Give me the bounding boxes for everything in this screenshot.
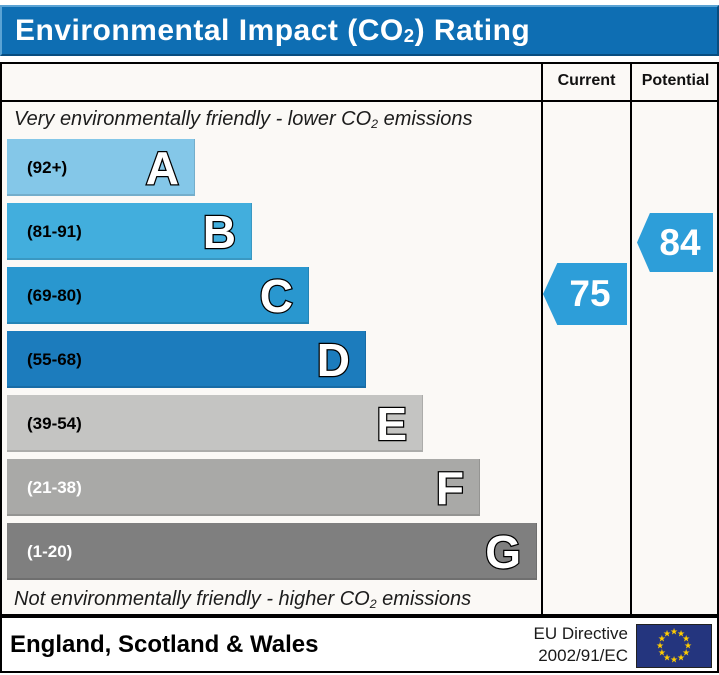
eu-flag-icon: ★ ★ ★ ★ ★ ★ ★ ★ ★ ★ ★ ★	[636, 624, 712, 668]
band-e-letter: E	[375, 397, 408, 450]
band-b-range: (81-91)	[27, 221, 82, 241]
current-rating-tag: 75	[543, 263, 627, 325]
bottom-note: Not environmentally friendly - higher CO…	[14, 588, 529, 611]
bottom-note-subscript: 2	[369, 597, 377, 612]
bottom-note-text: Not environmentally friendly - higher CO	[14, 588, 370, 610]
title-text-end: ) Rating	[414, 13, 531, 47]
title-subscript: 2	[403, 24, 415, 46]
band-a-range: (92+)	[27, 157, 68, 177]
band-a-letter: A	[145, 141, 181, 194]
footer: England, Scotland & Wales EU Directive 2…	[0, 616, 719, 673]
eu-flag-star: ★	[657, 633, 666, 644]
current-rating-value: 75	[569, 273, 611, 314]
eu-flag-star: ★	[683, 640, 693, 651]
potential-rating-tag: 84	[637, 213, 713, 272]
band-g-range: (1-20)	[27, 541, 73, 561]
eu-flag-star: ★	[676, 652, 686, 663]
band-e-bar: (39-54) E	[7, 395, 423, 452]
band-f-letter: F	[435, 461, 466, 514]
eu-flag-star: ★	[655, 640, 665, 651]
band-b-bar: (81-91) B	[7, 203, 252, 260]
eu-flag-star: ★	[662, 628, 672, 639]
current-column-divider	[541, 62, 543, 616]
band-c-letter: C	[259, 269, 295, 322]
eu-directive-line2: 2002/91/EC	[538, 646, 628, 665]
bottom-note-text-end: emissions	[376, 588, 472, 610]
eu-flag-star: ★	[682, 633, 691, 644]
band-f-range: (21-38)	[27, 477, 82, 497]
band-d-bar: (55-68) D	[7, 331, 366, 388]
band-c-bar: (69-80) C	[7, 267, 309, 324]
band-e-range: (39-54)	[27, 413, 82, 433]
band-g-letter: G	[484, 525, 522, 578]
band-c-range: (69-80)	[27, 285, 82, 305]
page-title: Environmental Impact (CO 2) Rating	[0, 5, 719, 56]
potential-column-divider	[630, 62, 632, 616]
band-g-bar: (1-20) G	[7, 523, 537, 580]
band-a-bar: (92+) A	[7, 139, 195, 196]
band-f-bar: (21-38) F	[7, 459, 480, 516]
current-column-header: Current	[557, 72, 616, 89]
eu-flag-star: ★	[662, 652, 672, 663]
eu-flag-star: ★	[657, 647, 666, 658]
potential-rating-value: 84	[659, 221, 701, 263]
band-b-letter: B	[202, 205, 238, 258]
eu-flag-star: ★	[676, 628, 686, 639]
potential-column-header: Potential	[641, 72, 710, 89]
eu-flag-star: ★	[669, 654, 679, 665]
title-text: Environmental Impact (CO	[15, 13, 404, 47]
top-note: Very environmentally friendly - lower CO…	[14, 108, 529, 131]
band-d-range: (55-68)	[27, 349, 82, 369]
top-note-text-end: emissions	[378, 108, 473, 130]
top-note-subscript: 2	[371, 117, 379, 132]
eu-flag-star: ★	[682, 647, 691, 658]
region-label: England, Scotland & Wales	[10, 630, 319, 658]
header-divider	[0, 100, 719, 102]
eu-directive-line1: EU Directive	[533, 624, 628, 643]
top-note-text: Very environmentally friendly - lower CO	[14, 108, 372, 130]
band-d-letter: D	[316, 333, 352, 386]
eu-flag-star: ★	[669, 626, 679, 637]
eu-directive-label: EU Directive 2002/91/EC	[534, 623, 628, 667]
